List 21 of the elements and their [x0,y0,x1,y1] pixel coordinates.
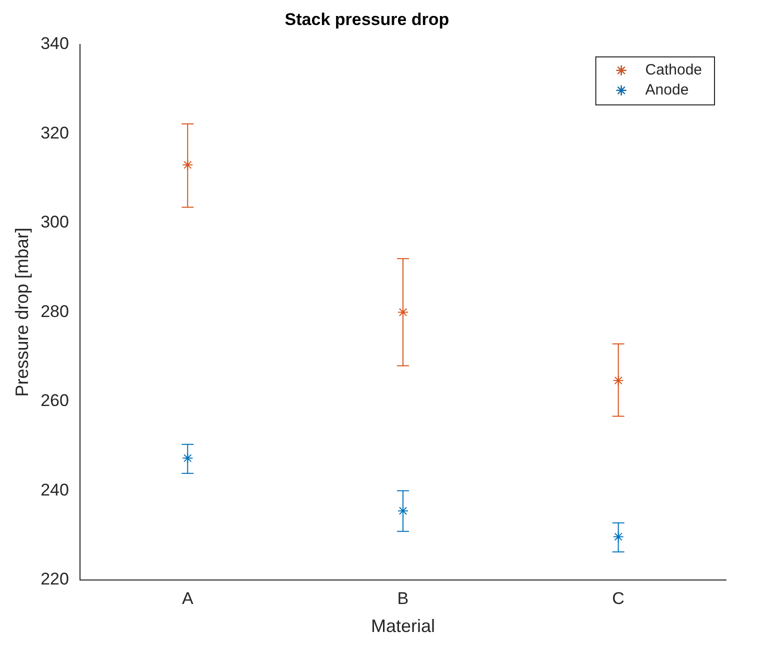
legend-label: Cathode [645,62,702,79]
y-tick-label: 220 [40,570,69,589]
point [612,531,624,542]
x-tick-label: B [397,588,409,608]
y-tick-label: 320 [40,123,69,142]
y-tick-label: 260 [40,391,69,410]
y-tick-label: 240 [40,480,69,500]
x-axis-title: Material [370,616,435,636]
y-axis-title: Pressure drop [mbar] [12,228,32,397]
point [182,159,194,170]
point [397,505,408,516]
chart-title: Stack pressure drop [284,10,450,29]
y-tick-label: 300 [40,212,69,232]
x-tick-label: A [182,588,194,608]
point [612,374,624,386]
point [397,306,408,318]
legend-label: Anode [645,82,689,99]
point [182,452,194,464]
x-tick-label: C [612,588,624,608]
y-tick-label: 280 [40,302,69,321]
y-tick-label: 340 [40,34,69,54]
